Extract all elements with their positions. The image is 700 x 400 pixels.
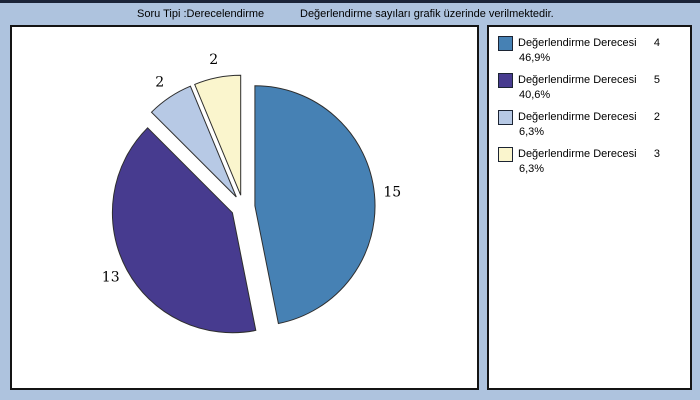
pie-slice-3 xyxy=(150,85,237,198)
pie-slice-1 xyxy=(254,85,376,325)
legend-item-3: Değerlendirme Derecesi 2 6,3% xyxy=(498,110,690,139)
legend-item-percent: 46,9% xyxy=(519,52,551,64)
pie-data-label-2: 13 xyxy=(102,270,120,286)
chart-description-label: Değerlendirme sayıları grafik üzerinde v… xyxy=(300,8,554,20)
pie-data-label-1: 15 xyxy=(383,184,401,200)
legend-item-grade: 2 xyxy=(653,111,660,123)
legend-swatch-icon xyxy=(498,36,513,51)
legend-item-label: Değerlendirme Derecesi xyxy=(518,111,637,123)
pie-chart: 15 13 2 2 xyxy=(102,52,401,334)
legend-item-percent: 40,6% xyxy=(519,89,551,101)
question-type-label: Soru Tipi :Derecelendirme xyxy=(137,8,265,20)
legend-item-label: Değerlendirme Derecesi xyxy=(518,37,637,49)
legend-swatch-icon xyxy=(498,110,513,125)
pie-data-label-3: 2 xyxy=(155,74,164,90)
legend-panel: Değerlendirme Derecesi 4 46,9% Değerlendirm… xyxy=(487,25,692,390)
legend-item-label: Değerlendirme Derecesi xyxy=(518,74,637,86)
legend-swatch-icon xyxy=(498,147,513,162)
window-top-edge xyxy=(0,0,700,3)
pie-chart-panel: 15 13 2 2 xyxy=(10,25,479,390)
legend-item-grade: 3 xyxy=(653,148,660,160)
legend-item-grade: 5 xyxy=(653,74,660,86)
legend-item-1: Değerlendirme Derecesi 4 46,9% xyxy=(498,36,690,65)
legend-item-label: Değerlendirme Derecesi xyxy=(518,148,637,160)
legend-item-4: Değerlendirme Derecesi 3 6,3% xyxy=(498,147,690,176)
pie-slice-4 xyxy=(194,74,242,196)
legend-item-grade: 4 xyxy=(653,37,660,49)
legend-item-2: Değerlendirme Derecesi 5 40,6% xyxy=(498,73,690,102)
legend-item-percent: 6,3% xyxy=(519,163,545,175)
pie-slice-2 xyxy=(111,127,257,334)
legend-item-percent: 6,3% xyxy=(519,126,545,138)
legend-swatch-icon xyxy=(498,73,513,88)
pie-data-label-4: 2 xyxy=(209,52,218,68)
legend-list: Değerlendirme Derecesi 4 46,9% Değerlendirm… xyxy=(489,27,690,176)
